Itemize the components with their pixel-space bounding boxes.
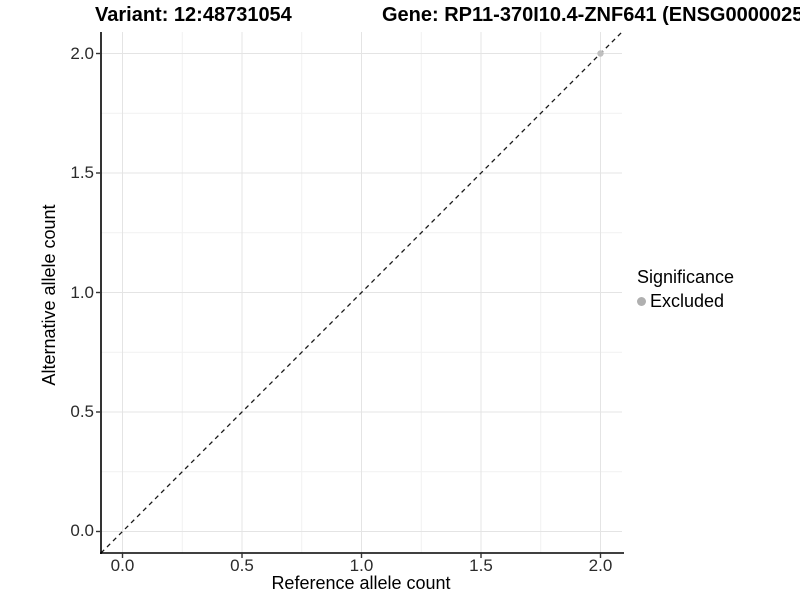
y-tick-label: 0.5 bbox=[70, 401, 94, 421]
x-axis-title: Reference allele count bbox=[271, 573, 451, 593]
legend: Significance Excluded bbox=[637, 267, 734, 312]
legend-item-excluded: Excluded bbox=[637, 291, 734, 312]
x-tick-label: 1.0 bbox=[349, 556, 374, 575]
identity-line bbox=[100, 31, 623, 554]
data-point-excluded bbox=[597, 50, 604, 57]
legend-item-label: Excluded bbox=[650, 291, 725, 311]
y-tick-label: 2.0 bbox=[70, 43, 94, 63]
x-tick-label: 0.5 bbox=[230, 556, 254, 575]
excluded-point-icon bbox=[637, 297, 646, 306]
legend-title: Significance bbox=[637, 267, 735, 287]
x-tick-label: 1.5 bbox=[469, 556, 493, 575]
y-tick-label: 0.0 bbox=[70, 521, 94, 541]
gene-title: Gene: RP11-370I10.4-ZNF641 (ENSG0000025 bbox=[382, 4, 800, 26]
y-tick-label: 1.5 bbox=[70, 163, 94, 182]
x-tick-label: 2.0 bbox=[588, 556, 613, 575]
variant-title: Variant: 12:48731054 bbox=[95, 4, 292, 26]
y-tick-label: 1.0 bbox=[70, 282, 94, 302]
x-tick-label: 0.0 bbox=[110, 556, 135, 575]
